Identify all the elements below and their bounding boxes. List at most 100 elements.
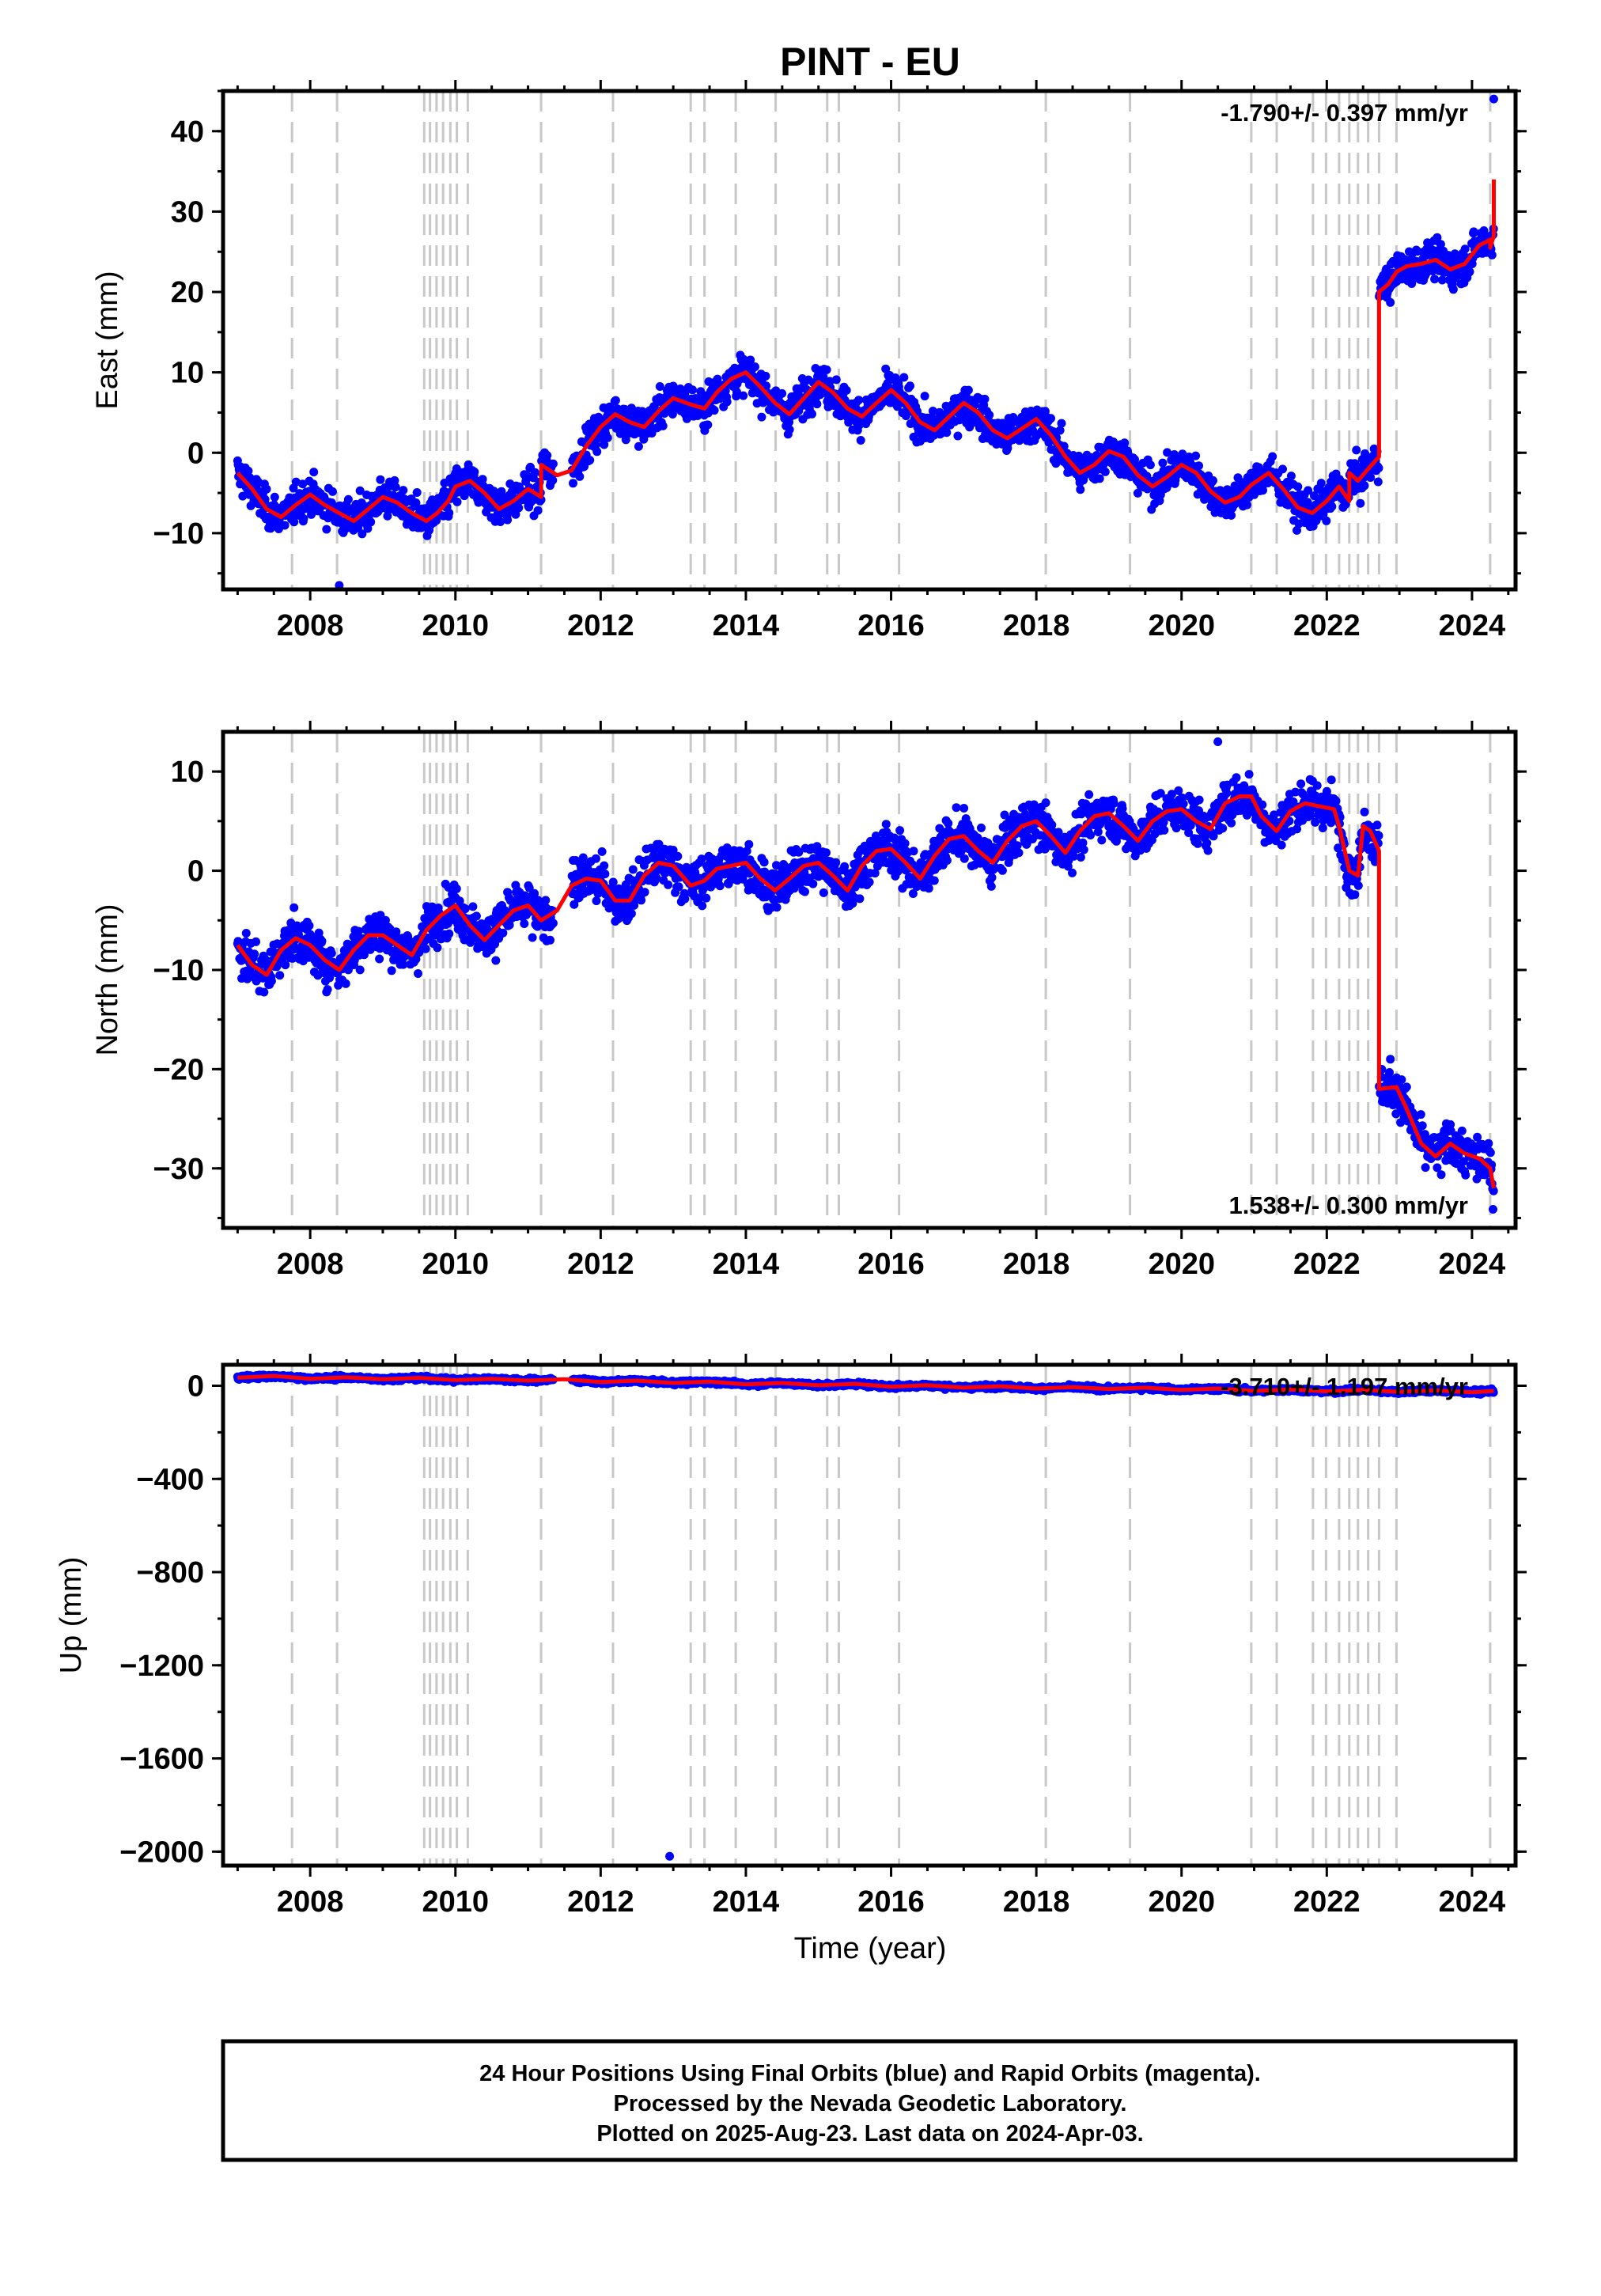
- position-point: [1156, 789, 1165, 798]
- position-point: [1268, 452, 1277, 461]
- position-point: [924, 884, 933, 893]
- position-point: [1397, 1075, 1406, 1085]
- panels: 2008 2010 2012 2014 2016 2018 2020 2022 2024−100…: [55, 80, 1527, 1919]
- position-point: [688, 385, 697, 395]
- position-point: [548, 475, 558, 485]
- position-point: [1258, 486, 1267, 495]
- position-point: [1293, 482, 1303, 491]
- position-point: [1469, 227, 1478, 237]
- position-point: [842, 385, 851, 395]
- position-point: [986, 881, 996, 891]
- position-point: [778, 388, 787, 398]
- position-point: [358, 529, 367, 539]
- position-point: [252, 937, 260, 946]
- position-point: [445, 929, 454, 938]
- position-point: [1078, 838, 1088, 847]
- position-point: [1293, 525, 1301, 535]
- position-point: [491, 956, 501, 965]
- position-point: [855, 894, 865, 904]
- position-point: [305, 921, 314, 930]
- position-point: [987, 873, 997, 882]
- position-point: [524, 883, 534, 892]
- position-point: [870, 869, 880, 878]
- position-point: [317, 937, 327, 945]
- position-point: [900, 839, 910, 848]
- position-point: [959, 854, 969, 863]
- position-point: [290, 517, 299, 527]
- y-tick-label: 20: [171, 276, 204, 309]
- position-point: [298, 479, 308, 489]
- position-point: [1322, 786, 1331, 796]
- position-point: [1316, 479, 1326, 488]
- position-point: [363, 524, 373, 533]
- position-point: [1385, 1068, 1394, 1077]
- position-point: [290, 903, 299, 912]
- panel-north: 2008 2010 2012 2014 2016 2018 2020 2022 2024−30−…: [91, 721, 1527, 1281]
- position-point: [1286, 472, 1296, 481]
- position-point: [1436, 1170, 1446, 1180]
- position-point: [1092, 451, 1101, 460]
- position-point: [856, 436, 865, 445]
- position-point: [1430, 275, 1440, 284]
- position-point: [1084, 790, 1094, 799]
- position-point: [1068, 868, 1077, 877]
- position-point: [1243, 500, 1251, 510]
- position-point: [906, 381, 914, 391]
- position-point: [1040, 844, 1050, 854]
- position-point: [1374, 464, 1383, 473]
- position-point: [452, 497, 462, 506]
- x-tick-label: 2016: [857, 609, 925, 642]
- position-point: [1318, 824, 1327, 832]
- position-point: [634, 441, 643, 451]
- position-point: [1331, 796, 1341, 805]
- position-point: [498, 928, 508, 938]
- x-tick-label: 2008: [277, 609, 344, 642]
- position-point: [1327, 775, 1336, 785]
- position-point: [460, 904, 470, 914]
- position-point: [796, 877, 805, 886]
- position-point: [299, 514, 308, 523]
- position-point: [1374, 831, 1383, 840]
- outlier-point-1: [335, 581, 344, 589]
- position-point: [313, 971, 323, 980]
- position-point: [895, 826, 905, 835]
- position-point: [455, 896, 464, 906]
- position-point: [503, 515, 513, 525]
- position-point: [628, 865, 638, 874]
- position-point: [997, 866, 1007, 875]
- position-point: [399, 960, 408, 969]
- y-axis-label-east: East (mm): [91, 271, 124, 409]
- position-point: [611, 396, 620, 405]
- position-point: [1100, 467, 1110, 476]
- position-point: [626, 404, 636, 413]
- position-point: [1304, 486, 1313, 495]
- position-point: [1079, 845, 1088, 854]
- position-point: [1436, 240, 1445, 249]
- position-point: [899, 373, 909, 382]
- position-point: [746, 355, 755, 365]
- panel-east: 2008 2010 2012 2014 2016 2018 2020 2022 2024−100…: [91, 80, 1527, 642]
- position-point: [1109, 798, 1118, 808]
- position-point: [1327, 502, 1337, 511]
- position-point: [1312, 781, 1322, 790]
- position-point: [652, 873, 661, 882]
- position-point: [909, 847, 918, 856]
- position-point: [411, 498, 421, 507]
- position-point: [1222, 789, 1232, 798]
- position-point: [280, 521, 290, 530]
- position-point: [1227, 818, 1236, 828]
- position-point: [1093, 828, 1103, 836]
- position-point: [421, 944, 430, 953]
- position-point: [959, 804, 969, 813]
- y-tick-label: 40: [171, 116, 204, 149]
- position-point: [238, 491, 248, 501]
- position-point: [325, 973, 335, 983]
- position-point: [1446, 1120, 1455, 1129]
- position-point: [953, 431, 963, 441]
- position-point: [1012, 841, 1022, 851]
- position-point: [1366, 473, 1376, 482]
- position-point: [1227, 510, 1236, 520]
- position-point: [578, 853, 588, 862]
- position-point: [929, 876, 939, 885]
- position-point: [1402, 1082, 1411, 1092]
